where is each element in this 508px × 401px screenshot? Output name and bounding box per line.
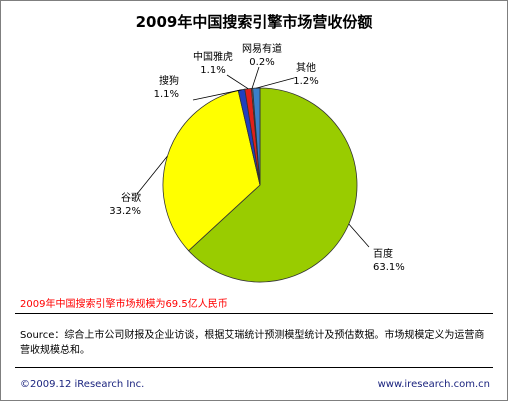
market-size-note: 2009年中国搜索引擎市场规模为69.5亿人民币 (20, 299, 228, 310)
slice-value-label-4: 0.2% (249, 57, 274, 68)
leader-line-2 (192, 89, 242, 101)
leader-line-5 (256, 77, 295, 89)
leader-line-4 (251, 66, 260, 89)
slice-value-label-2: 1.1% (154, 89, 179, 100)
slice-value-label-3: 1.1% (200, 65, 225, 76)
leader-line-3 (226, 74, 249, 90)
slice-name-label-4: 网易有道 (242, 42, 282, 55)
slice-name-label-0: 百度 (373, 247, 393, 260)
slice-name-label-2: 搜狗 (159, 74, 179, 87)
slice-name-label-5: 其他 (296, 61, 316, 74)
divider-top (15, 313, 493, 314)
divider-bottom (15, 367, 493, 368)
pie-chart: 百度 63.1% 谷歌 33.2% 搜狗 1.1% 中国雅虎 1.1% 网易有道 0.2% 其他 1.… (109, 42, 405, 283)
slice-name-label-3: 中国雅虎 (193, 50, 233, 63)
source-note: Source：综合上市公司财报及企业访谈，根据艾瑞统计预测模型统计及预估数据。市… (20, 330, 485, 356)
slice-value-label-0: 63.1% (373, 262, 405, 273)
website-link[interactable]: www.iresearch.com.cn (377, 379, 490, 390)
pie-slice-0 (188, 87, 358, 283)
chart-title: 2009年中国搜索引擎市场营收份额 (135, 13, 373, 31)
slice-value-label-1: 33.2% (109, 206, 141, 217)
leader-line-0 (348, 223, 370, 248)
copyright-text: ©2009.12 iResearch Inc. (20, 379, 145, 390)
slice-name-label-1: 谷歌 (121, 191, 141, 204)
pie-slice-1 (162, 89, 261, 252)
leader-line-1 (136, 156, 168, 195)
slice-value-label-5: 1.2% (293, 76, 318, 87)
